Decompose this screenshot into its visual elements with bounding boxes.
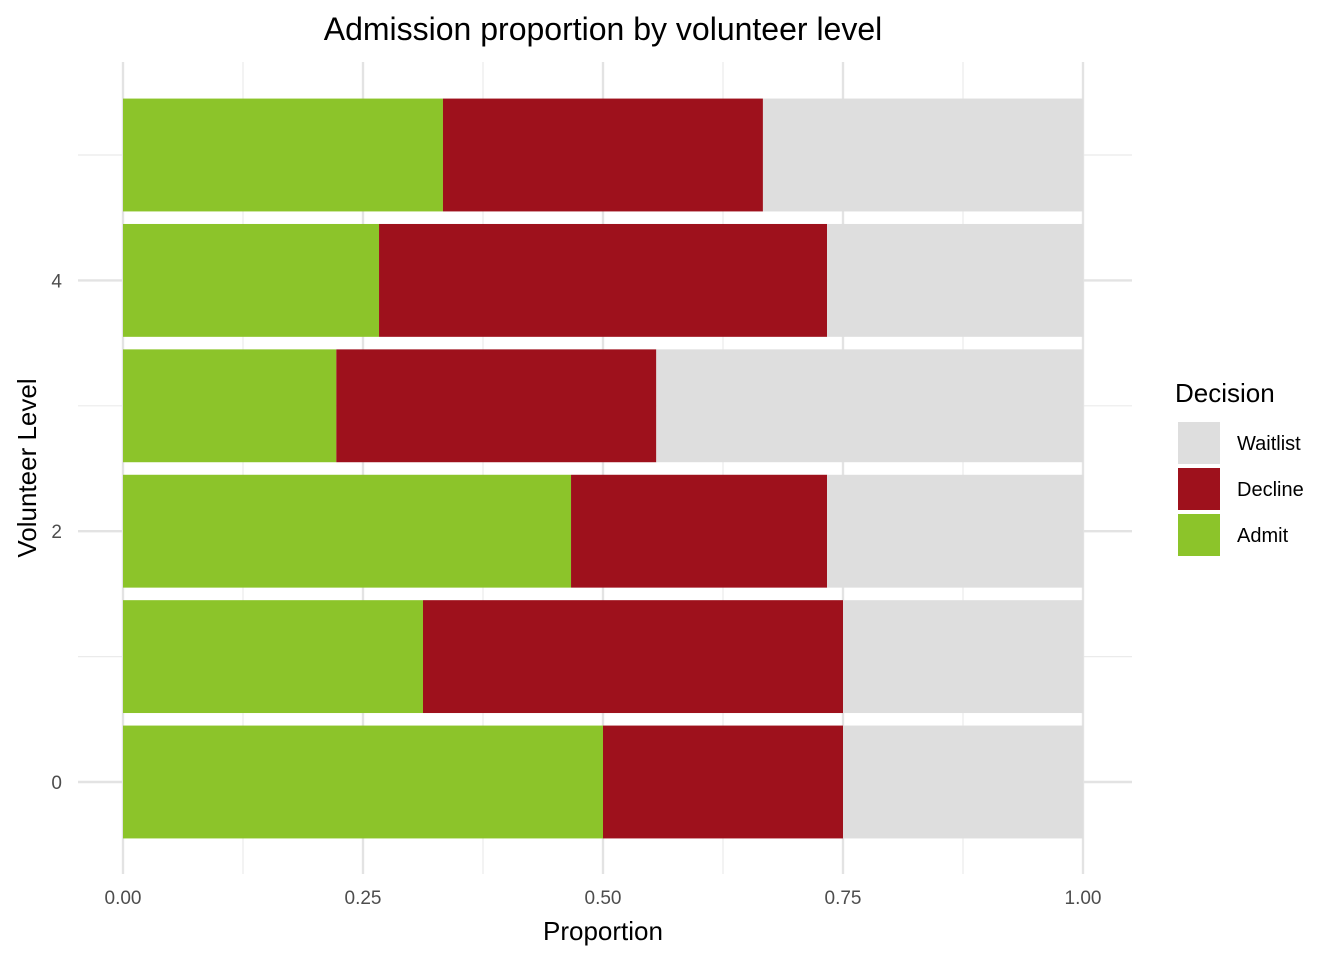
bar-admit-level-5	[123, 98, 443, 212]
legend-swatch-admit	[1178, 514, 1220, 556]
x-tick-label: 0.50	[585, 888, 622, 909]
bar-admit-level-1	[123, 600, 423, 714]
bar-waitlist-level-1	[843, 600, 1083, 714]
bar-admit-level-2	[123, 474, 572, 588]
bar-decline-level-0	[603, 725, 843, 839]
x-axis-ticks: 0.00 0.25 0.50 0.75 1.00	[105, 888, 1102, 909]
legend-swatch-decline	[1178, 468, 1220, 510]
bar-decline-level-3	[336, 349, 657, 463]
x-tick-label: 0.00	[105, 888, 142, 909]
bar-waitlist-level-4	[827, 223, 1084, 337]
bar-decline-level-1	[423, 600, 843, 714]
bar-decline-level-4	[379, 223, 828, 337]
x-tick-label: 1.00	[1065, 888, 1102, 909]
legend: Decision Waitlist Decline Admit	[1175, 378, 1304, 556]
y-tick-label: 0	[51, 773, 62, 794]
legend-label-admit: Admit	[1237, 525, 1289, 547]
bar-waitlist-level-2	[827, 474, 1084, 588]
x-tick-label: 0.75	[825, 888, 862, 909]
x-axis-title: Proportion	[543, 916, 663, 946]
bars	[123, 98, 1084, 839]
bar-decline-level-2	[571, 474, 828, 588]
chart-title: Admission proportion by volunteer level	[324, 11, 883, 47]
bar-decline-level-5	[442, 98, 763, 212]
x-tick-label: 0.25	[345, 888, 382, 909]
legend-title: Decision	[1175, 378, 1275, 408]
bar-admit-level-0	[123, 725, 603, 839]
y-tick-label: 2	[51, 522, 62, 543]
y-axis-ticks: 0 2 4	[51, 271, 62, 794]
bar-waitlist-level-5	[762, 98, 1083, 212]
bar-admit-level-3	[123, 349, 337, 463]
legend-label-decline: Decline	[1237, 479, 1304, 501]
y-axis-title: Volunteer Level	[12, 378, 42, 557]
bar-waitlist-level-0	[843, 725, 1083, 839]
legend-label-waitlist: Waitlist	[1237, 433, 1301, 455]
legend-swatch-waitlist	[1178, 422, 1220, 464]
bar-admit-level-4	[123, 223, 380, 337]
bar-waitlist-level-3	[656, 349, 1083, 463]
y-tick-label: 4	[51, 271, 62, 292]
